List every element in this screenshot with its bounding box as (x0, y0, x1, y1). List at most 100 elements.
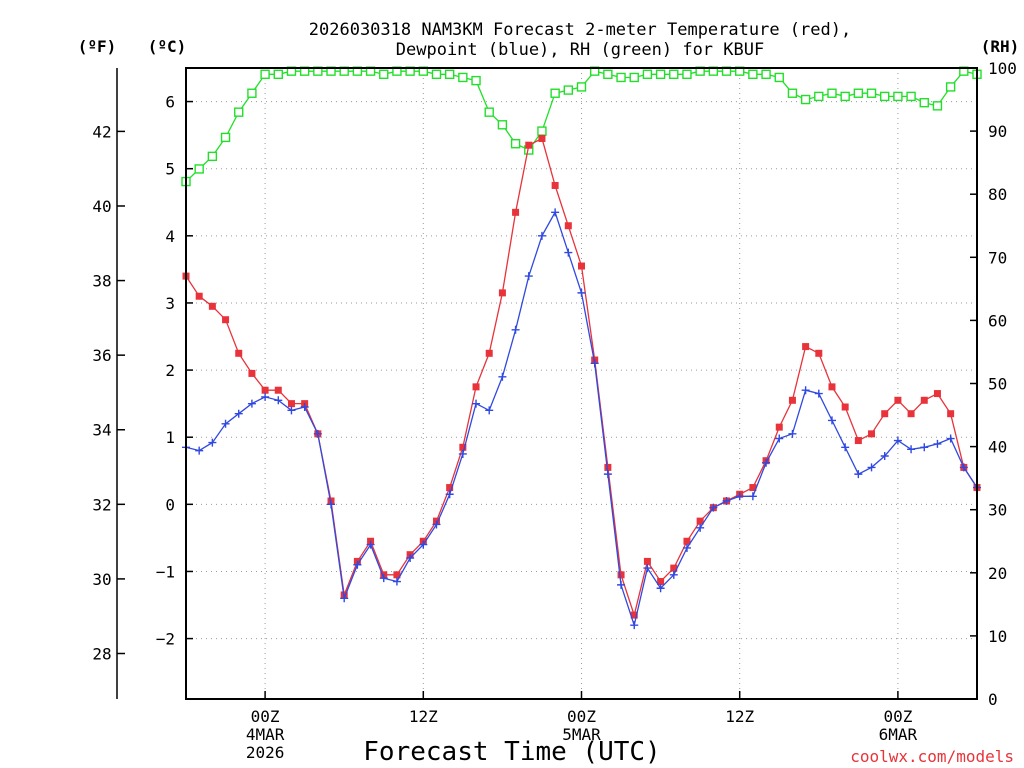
dewpoint-point (867, 463, 876, 472)
rh-point (431, 69, 442, 80)
dewpoint-point (445, 490, 454, 499)
grid-lines (186, 68, 977, 699)
dewpoint-point (195, 446, 204, 455)
rh-point (866, 88, 877, 98)
fahrenheit-tick-label: 32 (92, 495, 111, 514)
time-tick-label: 12Z (725, 707, 754, 726)
dewpoint-point (366, 540, 375, 549)
rh-point (642, 69, 653, 80)
rh-point (260, 69, 270, 80)
dewpoint-point (841, 443, 850, 452)
dewpoint-point (300, 402, 309, 411)
temperature-point (248, 369, 256, 377)
temperature-point (525, 141, 533, 149)
rh-tick-label: 90 (988, 122, 1007, 141)
temperature-point (630, 611, 638, 619)
rh-point (484, 107, 494, 117)
dewpoint-point (353, 560, 362, 569)
dewpoint-point (893, 436, 902, 445)
rh-point (537, 126, 547, 136)
celsius-unit-label: (ºC) (148, 37, 187, 56)
rh-point (880, 91, 890, 102)
rh-point (220, 132, 231, 143)
rh-tick-label: 100 (988, 59, 1017, 78)
temperature-point (472, 383, 480, 391)
plot-frame (185, 67, 978, 700)
temperature-point (261, 386, 269, 394)
dewpoint-point (814, 389, 823, 398)
dewpoint-point (261, 392, 270, 401)
dewpoint-point (762, 458, 771, 467)
temperature-point (894, 396, 902, 404)
dewpoint-point (274, 396, 283, 405)
temperature-point (643, 557, 651, 565)
temperature-point (459, 443, 467, 451)
dewpoint-point (564, 248, 573, 257)
temperature-point (512, 208, 520, 216)
dewpoint-point (617, 580, 626, 589)
rh-point (497, 120, 508, 130)
rh-axis: 0 10 20 30 40 50 60 70 80 90 100 (970, 59, 1017, 709)
fahrenheit-tick-label: 36 (92, 346, 111, 365)
dewpoint-point (907, 445, 916, 454)
rh-point (576, 82, 587, 92)
dewpoint-point (234, 409, 243, 418)
series-temperature (182, 134, 981, 619)
fahrenheit-axis: 28 30 32 34 36 38 40 42 (92, 68, 125, 699)
rh-point (669, 69, 679, 80)
temperature-point (578, 262, 585, 270)
dewpoint-point (788, 429, 797, 438)
rh-tick-label: 60 (988, 311, 1007, 330)
celsius-tick-label: 3 (165, 294, 175, 313)
rh-point (682, 69, 692, 80)
dewpoint-point (880, 451, 889, 460)
rh-point (774, 72, 784, 83)
dewpoint-point (630, 621, 639, 630)
rh-point (629, 72, 639, 83)
rh-tick-label: 40 (988, 438, 1007, 457)
rh-tick-label: 30 (988, 501, 1007, 520)
dewpoint-point (669, 570, 678, 579)
celsius-tick-label: −2 (156, 630, 175, 649)
rh-unit-label: (RH) (981, 37, 1020, 56)
temperature-point (920, 396, 928, 404)
rh-point (853, 88, 864, 98)
dewpoint-point (208, 438, 217, 447)
rh-tick-label: 70 (988, 248, 1007, 267)
source-credit: coolwx.com/models (850, 747, 1014, 766)
series-rh (181, 66, 982, 187)
rh-point (945, 82, 956, 92)
dewpoint-point (801, 386, 810, 395)
rh-point (800, 94, 811, 105)
rh-point (616, 72, 626, 83)
temperature-point (802, 343, 810, 351)
time-tick-label: 5MAR (562, 725, 601, 744)
rh-point (510, 139, 521, 149)
dewpoint-point (933, 439, 942, 448)
temperature-point (749, 484, 757, 492)
dewpoint-point (959, 463, 968, 472)
dewpoint-point (287, 406, 296, 415)
celsius-tick-label: 1 (165, 428, 175, 447)
dewpoint-point (524, 272, 533, 281)
dewpoint-point (643, 564, 652, 573)
rh-point (603, 69, 613, 80)
dewpoint-point (247, 399, 256, 408)
dewpoint-point (458, 449, 467, 458)
temperature-point (657, 578, 665, 586)
time-tick-label: 00Z (251, 707, 280, 726)
rh-point (932, 101, 943, 111)
temperature-point (775, 423, 783, 431)
celsius-tick-label: 0 (165, 495, 175, 514)
time-tick-label: 6MAR (879, 725, 918, 744)
temperature-point (933, 390, 941, 398)
rh-point (748, 69, 758, 80)
rh-point (444, 69, 455, 80)
rh-point (273, 69, 283, 80)
temperature-point (564, 222, 572, 230)
dewpoint-point (603, 470, 612, 479)
temperature-point (881, 410, 889, 418)
chart-title-line-1: 2026030318 NAM3KM Forecast 2-meter Tempe… (309, 20, 851, 40)
time-tick-label: 12Z (409, 707, 438, 726)
